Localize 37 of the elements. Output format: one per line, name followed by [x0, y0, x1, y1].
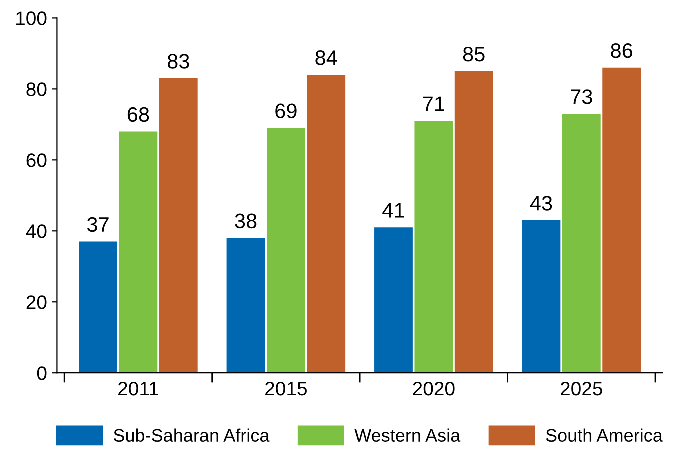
data-label: 84: [316, 50, 338, 66]
bar: [454, 71, 494, 374]
bar: [226, 238, 266, 374]
y-tick-label: 40: [26, 224, 47, 238]
bar: [602, 68, 642, 374]
data-label: 41: [382, 203, 404, 218]
data-label: 86: [611, 43, 633, 58]
bar: [119, 132, 158, 374]
data-label: 37: [87, 217, 109, 232]
data-label: 38: [235, 214, 257, 229]
bar: [307, 74, 346, 374]
bar: [159, 78, 198, 374]
legend-label: Western Asia: [354, 428, 461, 442]
x-tick-label: 2020: [413, 382, 455, 396]
y-tick-label: 20: [26, 296, 47, 310]
y-tick-label: 80: [26, 82, 47, 96]
data-label: 69: [276, 104, 297, 119]
bar: [79, 242, 118, 374]
bar: [562, 114, 601, 374]
data-label: 83: [168, 54, 190, 69]
y-tick-label: 100: [16, 12, 47, 26]
bar: [266, 128, 306, 374]
x-tick-label: 2015: [266, 382, 308, 396]
data-label: 43: [530, 196, 552, 211]
bar: [522, 220, 561, 374]
data-label: 85: [463, 47, 485, 62]
data-label: 73: [571, 90, 592, 104]
bar: [374, 228, 413, 374]
bar: [414, 121, 454, 374]
legend-label: Sub-Saharan Africa: [114, 428, 270, 442]
legend-label: South America: [546, 428, 663, 442]
x-tick-label: 2025: [561, 382, 602, 396]
data-label: 68: [128, 107, 150, 122]
data-label: 71: [423, 96, 444, 112]
y-tick-label: 60: [26, 154, 47, 168]
x-tick-label: 2011: [118, 382, 158, 396]
y-tick-label: 0: [37, 366, 47, 380]
